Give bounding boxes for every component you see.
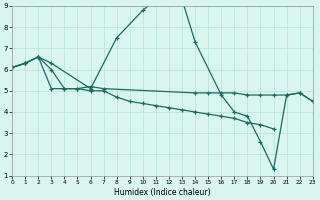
X-axis label: Humidex (Indice chaleur): Humidex (Indice chaleur) (114, 188, 211, 197)
